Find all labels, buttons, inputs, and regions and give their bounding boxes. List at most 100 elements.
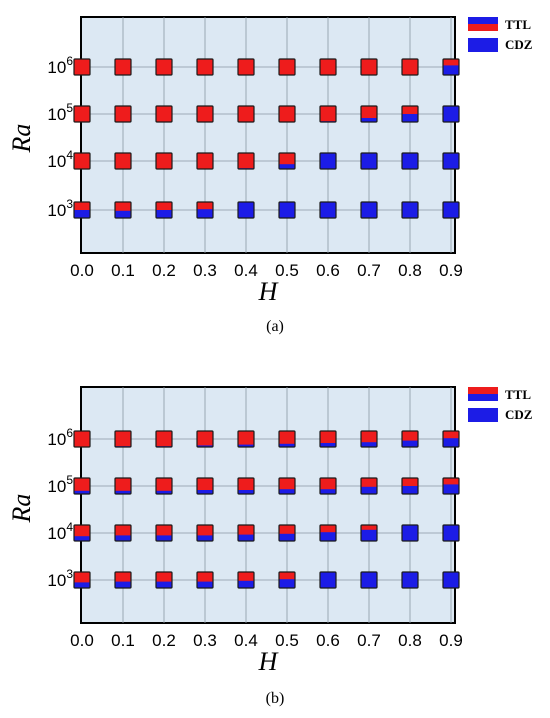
marker-ttl-part — [402, 59, 418, 75]
marker-outline — [401, 105, 419, 123]
data-marker — [237, 201, 255, 219]
data-marker — [196, 430, 214, 448]
marker-outline — [278, 152, 296, 170]
marker-outline — [196, 105, 214, 123]
caption-b: (b) — [266, 690, 285, 707]
marker-outline — [196, 152, 214, 170]
marker-ttl-part — [197, 525, 213, 536]
marker-outline — [442, 430, 460, 448]
marker-cdz-part — [443, 106, 459, 122]
data-marker — [73, 201, 91, 219]
marker-ttl-part — [156, 59, 172, 75]
data-marker — [237, 571, 255, 589]
markers-a — [73, 58, 460, 219]
data-marker — [442, 571, 460, 589]
marker-outline — [155, 152, 173, 170]
marker-ttl-part — [156, 202, 172, 210]
marker-outline — [319, 58, 337, 76]
marker-outline — [360, 152, 378, 170]
marker-ttl-part — [197, 106, 213, 122]
marker-outline — [196, 477, 214, 495]
data-marker — [237, 58, 255, 76]
x-tick-label: 0.8 — [398, 631, 422, 650]
x-tick-label: 0.3 — [193, 261, 217, 280]
marker-ttl-part — [156, 431, 172, 447]
data-marker — [73, 152, 91, 170]
legend-swatch-ttl-b-bottom — [468, 394, 498, 401]
x-tick-label: 0.6 — [316, 631, 340, 650]
marker-outline — [319, 524, 337, 542]
legend-item-ttl-b: TTL — [468, 387, 531, 402]
marker-outline — [237, 571, 255, 589]
x-tick-label: 0.5 — [275, 261, 299, 280]
data-marker — [73, 477, 91, 495]
marker-outline — [360, 524, 378, 542]
data-marker — [237, 105, 255, 123]
marker-outline — [278, 524, 296, 542]
marker-outline — [196, 571, 214, 589]
marker-outline — [155, 105, 173, 123]
x-tick-label: 0.2 — [152, 631, 176, 650]
marker-ttl-part — [197, 153, 213, 169]
x-ticks-b: 0.0 0.1 0.2 0.3 0.4 0.5 0.6 0.7 0.8 0.9 — [70, 631, 463, 650]
marker-outline — [401, 430, 419, 448]
x-tick-label: 0.9 — [439, 631, 463, 650]
marker-outline — [114, 58, 132, 76]
marker-outline — [401, 477, 419, 495]
marker-outline — [442, 571, 460, 589]
legend-b: TTL CDZ — [468, 387, 533, 422]
legend-label-cdz-b: CDZ — [505, 407, 533, 422]
plot-area-a — [80, 16, 456, 254]
marker-outline — [73, 571, 91, 589]
marker-ttl-part — [361, 478, 377, 487]
x-tick-label: 0.0 — [70, 631, 94, 650]
marker-outline — [319, 430, 337, 448]
marker-ttl-part — [402, 106, 418, 114]
marker-outline — [155, 571, 173, 589]
y-tick-label: 105 — [47, 473, 73, 496]
data-marker — [278, 571, 296, 589]
marker-cdz-part — [361, 153, 377, 169]
marker-ttl-part — [197, 59, 213, 75]
data-marker — [196, 152, 214, 170]
marker-ttl-part — [74, 153, 90, 169]
marker-outline — [319, 105, 337, 123]
marker-outline — [73, 152, 91, 170]
marker-ttl-part — [320, 106, 336, 122]
data-marker — [442, 477, 460, 495]
data-marker — [237, 152, 255, 170]
data-marker — [237, 524, 255, 542]
marker-ttl-part — [238, 59, 254, 75]
marker-outline — [73, 430, 91, 448]
data-marker — [442, 105, 460, 123]
data-marker — [401, 477, 419, 495]
y-axis-label-a: Ra — [7, 124, 36, 154]
marker-ttl-part — [74, 106, 90, 122]
legend-swatch-ttl-b-top — [468, 387, 498, 394]
marker-ttl-part — [156, 153, 172, 169]
marker-cdz-part — [443, 572, 459, 588]
marker-ttl-part — [320, 478, 336, 490]
marker-outline — [442, 152, 460, 170]
data-marker — [114, 105, 132, 123]
marker-cdz-part — [443, 525, 459, 541]
marker-ttl-part — [74, 202, 90, 210]
data-marker — [155, 58, 173, 76]
marker-outline — [442, 58, 460, 76]
data-marker — [278, 430, 296, 448]
marker-outline — [155, 430, 173, 448]
marker-outline — [237, 477, 255, 495]
data-marker — [155, 152, 173, 170]
x-tick-label: 0.9 — [439, 261, 463, 280]
y-tick-label: 105 — [47, 101, 73, 124]
marker-ttl-part — [74, 572, 90, 583]
marker-outline — [114, 152, 132, 170]
chart-panel-a: 0.0 0.1 0.2 0.3 0.4 0.5 0.6 0.7 0.8 0.9 103 104 105… — [7, 16, 533, 335]
marker-outline — [319, 201, 337, 219]
marker-ttl-part — [74, 59, 90, 75]
marker-outline — [401, 152, 419, 170]
data-marker — [73, 524, 91, 542]
data-marker — [360, 58, 378, 76]
marker-outline — [237, 58, 255, 76]
